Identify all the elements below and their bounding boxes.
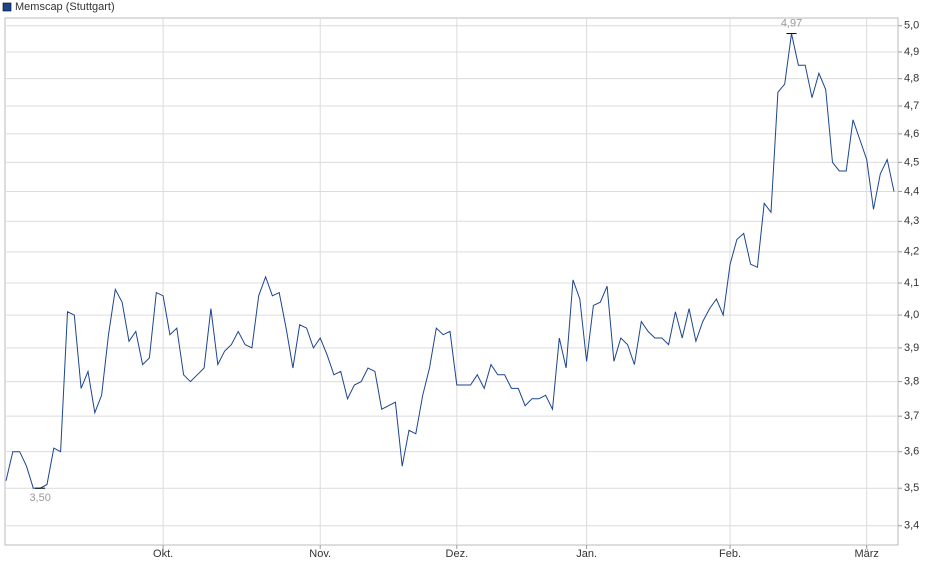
y-tick-label: 4,4 bbox=[904, 185, 919, 197]
y-tick-label: 4,9 bbox=[904, 46, 919, 58]
legend-swatch bbox=[2, 2, 12, 12]
y-tick-label: 3,5 bbox=[904, 482, 919, 494]
x-tick-label: März bbox=[854, 548, 878, 560]
x-tick-label: Nov. bbox=[309, 548, 331, 560]
y-tick-label: 4,7 bbox=[904, 100, 919, 112]
y-tick-label: 4,2 bbox=[904, 246, 919, 258]
value-label: 4,97 bbox=[781, 17, 802, 29]
plot-area bbox=[4, 17, 899, 546]
value-label: 3,50 bbox=[29, 492, 50, 504]
x-tick-label: Jan. bbox=[576, 548, 597, 560]
y-tick-label: 3,8 bbox=[904, 375, 919, 387]
x-tick-label: Okt. bbox=[153, 548, 173, 560]
y-tick-label: 3,6 bbox=[904, 446, 919, 458]
price-line bbox=[5, 33, 895, 489]
legend-label: Memscap (Stuttgart) bbox=[15, 1, 115, 13]
y-tick-label: 4,8 bbox=[904, 73, 919, 85]
y-tick-label: 3,7 bbox=[904, 410, 919, 422]
y-tick-label: 4,0 bbox=[904, 309, 919, 321]
y-tick-label: 3,4 bbox=[904, 520, 919, 532]
y-tick-label: 4,3 bbox=[904, 215, 919, 227]
x-tick-label: Dez. bbox=[446, 548, 469, 560]
y-tick-label: 4,1 bbox=[904, 277, 919, 289]
x-tick-label: Feb. bbox=[719, 548, 741, 560]
y-tick-label: 4,6 bbox=[904, 128, 919, 140]
y-tick-label: 5,0 bbox=[904, 20, 919, 32]
y-tick-label: 4,5 bbox=[904, 156, 919, 168]
y-tick-label: 3,9 bbox=[904, 342, 919, 354]
